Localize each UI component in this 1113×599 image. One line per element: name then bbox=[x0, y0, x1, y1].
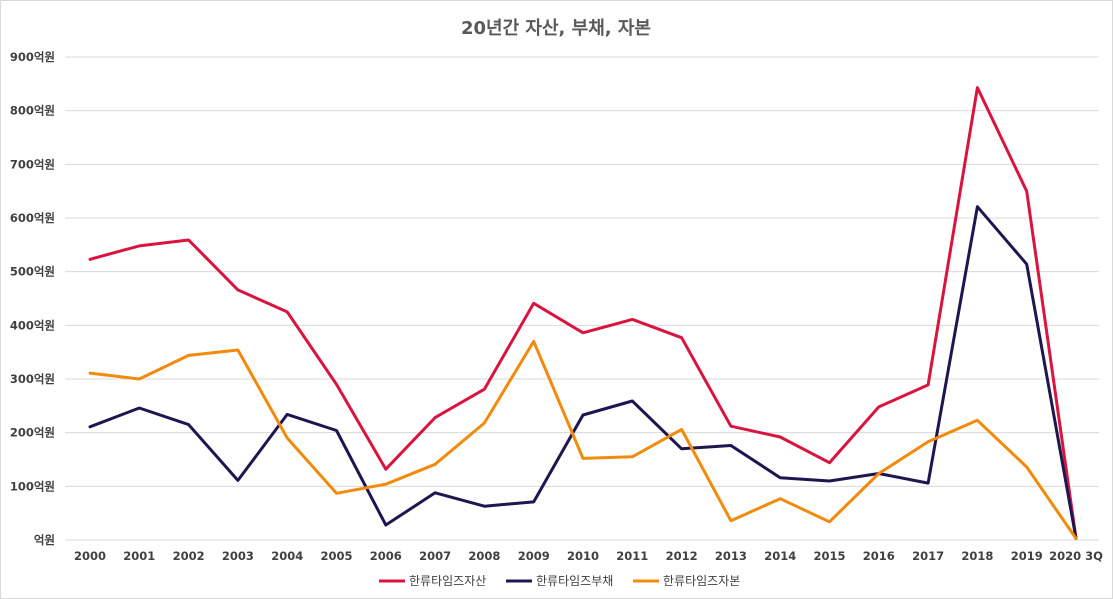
gridlines bbox=[65, 56, 1099, 541]
x-tick-label: 2017 bbox=[912, 549, 944, 563]
x-tick-label: 2001 bbox=[123, 549, 155, 563]
y-tick-label: 억원 bbox=[34, 533, 55, 547]
y-tick-label: 700억원 bbox=[10, 157, 55, 171]
y-tick-label: 200억원 bbox=[10, 426, 55, 440]
series-line-2 bbox=[88, 205, 1078, 540]
x-tick-label: 2003 bbox=[222, 549, 254, 563]
legend-label: 한류타임즈자산 bbox=[409, 574, 486, 588]
x-tick-label: 2016 bbox=[863, 549, 895, 563]
x-tick-label: 2020 3Q bbox=[1049, 549, 1103, 563]
series-line-1 bbox=[88, 86, 1078, 540]
legend-label: 한류타임즈부채 bbox=[536, 574, 613, 588]
x-tick-label: 2018 bbox=[961, 549, 993, 563]
y-tick-label: 100억원 bbox=[10, 479, 55, 493]
y-tick-label: 800억원 bbox=[10, 104, 55, 118]
x-tick-label: 2011 bbox=[616, 549, 648, 563]
legend: 한류타임즈자산 한류타임즈부채 한류타임즈자본 bbox=[379, 574, 740, 588]
legend-label: 한류타임즈자본 bbox=[663, 574, 740, 588]
y-tick-label: 600억원 bbox=[10, 211, 55, 225]
x-tick-label: 2005 bbox=[320, 549, 352, 563]
x-tick-label: 2000 bbox=[74, 549, 106, 563]
x-tick-label: 2013 bbox=[715, 549, 747, 563]
y-axis-ticks: 억원 100억원 200억원 300억원 400억원 500억원 600억원 700억원 800… bbox=[10, 50, 55, 547]
x-tick-label: 2006 bbox=[370, 549, 402, 563]
x-tick-label: 2010 bbox=[567, 549, 599, 563]
x-tick-label: 2012 bbox=[666, 549, 698, 563]
y-tick-label: 500억원 bbox=[10, 265, 55, 279]
x-tick-label: 2014 bbox=[764, 549, 796, 563]
x-tick-label: 2015 bbox=[813, 549, 845, 563]
x-tick-label: 2004 bbox=[271, 549, 303, 563]
x-axis-ticks: 2000 2001 2002 2003 2004 2005 2006 2007 2008 2009… bbox=[74, 549, 1103, 563]
series-lines bbox=[88, 86, 1078, 540]
y-tick-label: 900억원 bbox=[10, 50, 55, 64]
x-tick-label: 2009 bbox=[518, 549, 550, 563]
y-tick-label: 300억원 bbox=[10, 372, 55, 386]
x-tick-label: 2008 bbox=[468, 549, 500, 563]
chart-title: 20년간 자산, 부채, 자본 bbox=[461, 18, 651, 39]
x-tick-label: 2019 bbox=[1011, 549, 1043, 563]
x-tick-label: 2002 bbox=[173, 549, 205, 563]
x-tick-label: 2007 bbox=[419, 549, 451, 563]
series-line-3 bbox=[88, 339, 1078, 540]
y-tick-label: 400억원 bbox=[10, 318, 55, 332]
